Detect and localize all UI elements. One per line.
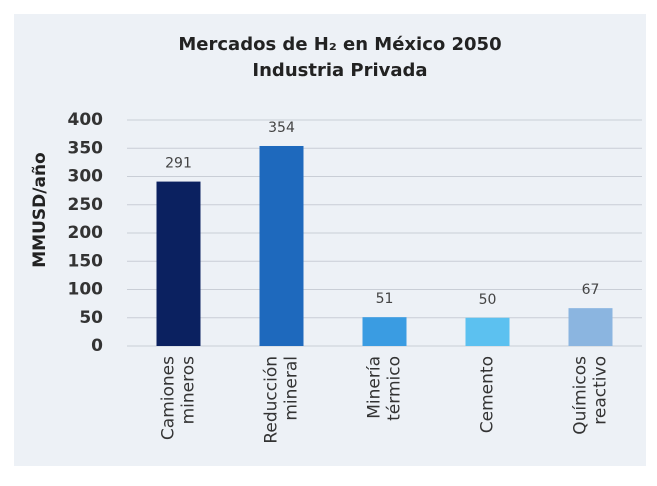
y-tick-label: 300 (68, 167, 104, 187)
y-tick-label: 150 (68, 251, 104, 271)
value-label: 291 (165, 156, 192, 172)
value-label: 51 (376, 291, 394, 307)
y-tick-label: 350 (68, 138, 104, 158)
x-tick-label: reactivo (591, 356, 611, 425)
bar (362, 317, 407, 346)
y-tick-label: 200 (68, 223, 104, 243)
value-label: 50 (479, 292, 497, 308)
y-tick-label: 100 (68, 280, 104, 300)
bar (568, 308, 613, 346)
x-tick-label: Cemento (478, 356, 498, 433)
bar (465, 317, 510, 346)
bar (156, 181, 201, 346)
x-tick-label: Minería (365, 356, 385, 419)
bar (259, 145, 304, 346)
y-tick-label: 0 (91, 336, 103, 356)
x-tick-label: Reducción (262, 356, 282, 444)
x-tick-label: mineros (179, 356, 199, 425)
y-axis-label: MMUSD/año (30, 152, 50, 267)
y-tick-label: 50 (79, 308, 103, 328)
panel (14, 14, 646, 466)
chart-title: Mercados de H₂ en México 2050 (178, 34, 501, 55)
x-tick-label: mineral (282, 356, 302, 421)
x-tick-label: Camiones (159, 356, 179, 440)
y-tick-label: 250 (68, 195, 104, 215)
value-label: 354 (268, 120, 295, 136)
x-tick-label: térmico (385, 356, 405, 421)
x-tick-label: Químicos (571, 356, 591, 435)
y-tick-label: 400 (68, 110, 104, 130)
chart-subtitle: Industria Privada (252, 60, 427, 81)
value-label: 67 (582, 282, 600, 298)
